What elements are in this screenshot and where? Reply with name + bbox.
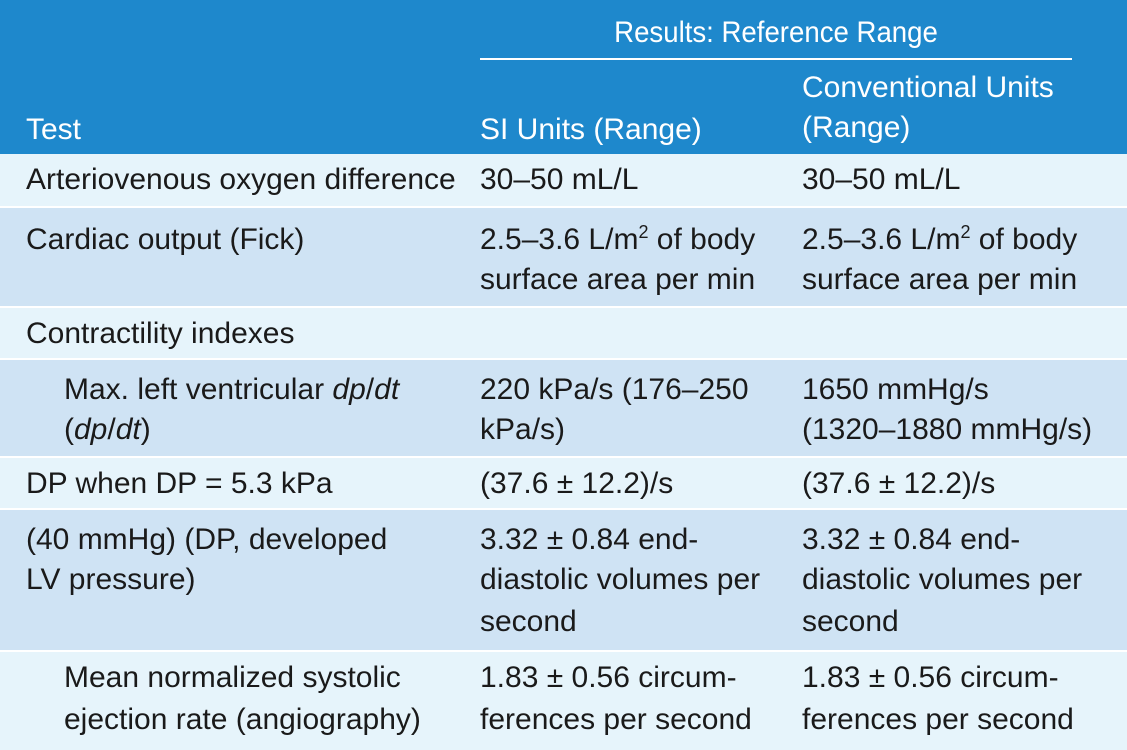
test-name-line1: (40 mmHg) (DP, developed — [26, 523, 388, 556]
results-group-title: Results: Reference Range — [614, 16, 938, 49]
conventional-value-line1: 3.32 ± 0.84 end- — [802, 523, 1021, 556]
table-row: Mean normalized systolic ejection rate (… — [0, 652, 1127, 750]
row-divider — [0, 206, 1127, 208]
table-header: Results: Reference Range Test SI Units (… — [0, 0, 1127, 154]
column-header-conventional-units: Conventional Units — [802, 71, 1054, 104]
table-row: Arteriovenous oxygen difference 30–50 mL… — [0, 154, 1127, 206]
si-value-line1: 3.32 ± 0.84 end- — [480, 523, 699, 556]
si-value-line2: kPa/s) — [480, 413, 566, 446]
test-name: Arteriovenous oxygen difference — [26, 163, 456, 196]
row-divider — [0, 306, 1127, 308]
row-divider — [0, 650, 1127, 652]
conventional-value-line2: surface area per min — [802, 263, 1078, 296]
conventional-value-line1: 1650 mmHg/s — [802, 373, 989, 406]
column-header-si-units: SI Units (Range) — [480, 113, 702, 146]
si-value-line3: second — [480, 605, 577, 638]
conventional-value-line2: ferences per second — [802, 703, 1074, 736]
test-name-line1: Max. left ventricular dp/dt — [64, 373, 400, 406]
conventional-value: 30–50 mL/L — [802, 163, 961, 196]
row-divider — [0, 456, 1127, 458]
test-name-line2: (dp/dt) — [64, 413, 151, 446]
conventional-value-line2: diastolic volumes per — [802, 563, 1083, 596]
group-title-rule — [480, 58, 1072, 60]
conventional-value: (37.6 ± 12.2)/s — [802, 467, 996, 500]
row-divider — [0, 508, 1127, 510]
si-value-line2: ferences per second — [480, 703, 752, 736]
table-row: DP when DP = 5.3 kPa (37.6 ± 12.2)/s (37… — [0, 458, 1127, 508]
conventional-value-line2: (1320–1880 mmHg/s) — [802, 413, 1093, 446]
table-row: Cardiac output (Fick) 2.5–3.6 L/m2 of bo… — [0, 208, 1127, 306]
table-row: Contractility indexes — [0, 308, 1127, 358]
test-name-line2: ejection rate (angiography) — [64, 703, 421, 736]
si-value-line2: diastolic volumes per — [480, 563, 761, 596]
conventional-value-line1: 2.5–3.6 L/m2 of body — [802, 222, 1078, 256]
si-value-line2: surface area per min — [480, 263, 756, 296]
conventional-value-line1: 1.83 ± 0.56 circum- — [802, 661, 1059, 694]
test-name: DP when DP = 5.3 kPa — [26, 467, 333, 500]
column-header-conventional-units-line2: (Range) — [802, 111, 911, 144]
section-heading: Contractility indexes — [26, 317, 295, 350]
test-name-line2: LV pressure) — [26, 563, 196, 596]
conventional-value-line3: second — [802, 605, 899, 638]
test-name-line1: Mean normalized systolic — [64, 661, 401, 694]
si-value: (37.6 ± 12.2)/s — [480, 467, 674, 500]
si-value-line1: 2.5–3.6 L/m2 of body — [480, 222, 756, 256]
row-divider — [0, 358, 1127, 360]
si-value: 30–50 mL/L — [480, 163, 639, 196]
table-row: (40 mmHg) (DP, developed LV pressure) 3.… — [0, 510, 1127, 650]
test-name: Cardiac output (Fick) — [26, 223, 305, 256]
si-value-line1: 220 kPa/s (176–250 — [480, 373, 749, 406]
table-row: Max. left ventricular dp/dt (dp/dt) 220 … — [0, 360, 1127, 456]
si-value-line1: 1.83 ± 0.56 circum- — [480, 661, 737, 694]
column-header-test: Test — [26, 113, 82, 146]
